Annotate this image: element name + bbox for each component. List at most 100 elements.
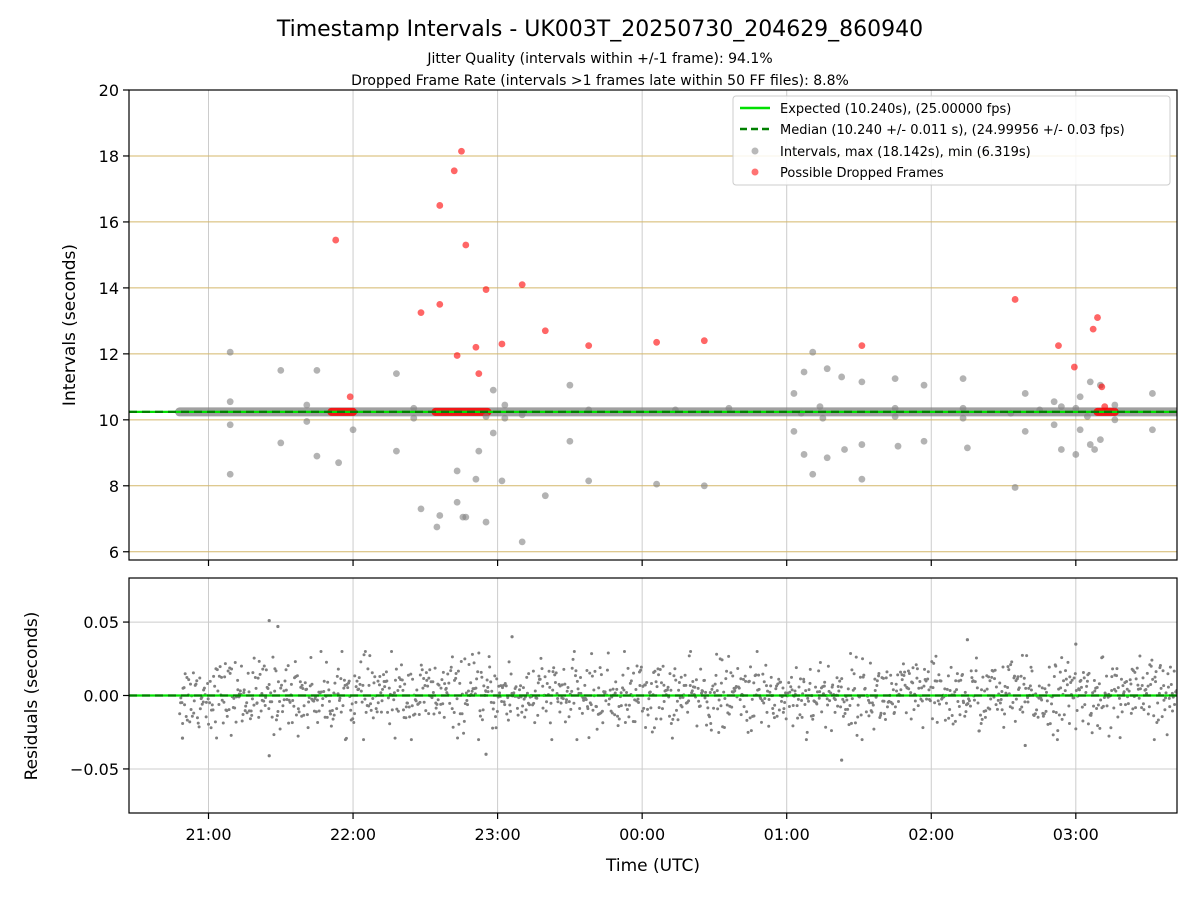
residual-point-421: [478, 709, 482, 713]
residual-point-1262: [1077, 688, 1081, 692]
residual-point-1291: [1098, 726, 1102, 730]
residual-point-1030: [912, 708, 916, 712]
residual-point-568: [583, 683, 587, 687]
residual-outlier-5: [965, 638, 970, 642]
residual-point-1383: [1164, 696, 1168, 700]
interval-point-18: [436, 512, 444, 519]
residual-point-525: [552, 666, 556, 670]
residual-point-818: [761, 672, 765, 676]
residual-point-976: [873, 689, 877, 693]
interval-point-38: [585, 477, 593, 485]
residual-point-507: [539, 656, 543, 660]
residual-point-1171: [1013, 674, 1017, 678]
residual-point-339: [419, 663, 423, 667]
residual-point-518: [547, 669, 551, 673]
residual-point-393: [458, 681, 462, 685]
residual-point-949: [854, 655, 858, 659]
residual-point-119: [262, 664, 266, 668]
residual-point-975: [873, 677, 877, 681]
residual-point-87: [239, 664, 243, 668]
residual-point-771: [727, 712, 731, 716]
residual-point-129: [270, 700, 274, 704]
residual-point-60: [220, 698, 224, 702]
residual-point-829: [769, 684, 773, 688]
residual-point-228: [340, 649, 344, 653]
residual-point-1377: [1159, 686, 1163, 690]
residual-point-1115: [972, 698, 976, 702]
residual-point-316: [403, 682, 407, 686]
residual-point-1395: [1172, 669, 1176, 673]
residual-point-1038: [918, 679, 922, 683]
residual-point-706: [681, 695, 685, 699]
residual-point-719: [690, 689, 694, 693]
residual-point-1282: [1092, 704, 1096, 708]
residual-point-356: [431, 691, 435, 694]
residual-point-914: [829, 729, 833, 733]
residual-point-1055: [930, 660, 934, 664]
residual-point-697: [674, 708, 678, 712]
residual-point-272: [371, 716, 375, 720]
residual-point-678: [661, 664, 665, 668]
interval-point-34: [541, 492, 549, 500]
residual-point-343: [422, 700, 426, 704]
residual-point-332: [414, 699, 418, 703]
interval-point-35: [566, 381, 574, 389]
residual-point-869: [797, 685, 801, 689]
residual-point-1029: [911, 666, 915, 670]
interval-point-78: [1072, 404, 1080, 412]
residual-point-680: [662, 699, 666, 703]
residual-point-1388: [1167, 696, 1171, 700]
interval-point-29: [498, 477, 506, 485]
interval-point-4: [277, 366, 285, 374]
residual-point-404: [466, 703, 470, 707]
residual-point-78: [233, 660, 237, 664]
residual-point-318: [404, 705, 408, 709]
residual-point-594: [601, 721, 605, 725]
dropped-point-16: [653, 338, 661, 346]
residual-point-1053: [928, 699, 932, 703]
intervals-ytick-label-1: 8: [109, 477, 119, 496]
residual-point-277: [375, 710, 379, 714]
residual-point-1351: [1141, 676, 1145, 680]
residual-point-209: [327, 688, 331, 692]
residual-point-96: [246, 671, 250, 675]
residual-point-1350: [1140, 683, 1144, 687]
residual-point-575: [588, 671, 592, 675]
residual-point-199: [319, 690, 323, 694]
residual-point-368: [440, 678, 444, 682]
residual-point-379: [448, 701, 452, 705]
residual-point-529: [555, 691, 559, 695]
intervals-plot-frame: [128, 89, 1178, 561]
interval-point-60: [891, 404, 899, 412]
residual-point-213: [329, 724, 333, 728]
residual-point-1188: [1025, 654, 1029, 658]
interval-point-3: [226, 470, 234, 478]
residual-point-881: [806, 696, 810, 700]
residual-point-361: [435, 702, 439, 706]
residual-point-1356: [1145, 691, 1149, 695]
residual-point-926: [838, 679, 842, 683]
residual-point-640: [634, 688, 638, 692]
residual-point-1162: [1006, 665, 1010, 669]
residual-point-1346: [1137, 696, 1141, 700]
residual-point-527: [553, 681, 557, 685]
interval-point-20: [453, 498, 461, 506]
residual-point-1179: [1018, 708, 1022, 712]
residual-point-64: [223, 662, 227, 666]
residual-point-271: [371, 696, 375, 700]
residual-point-1380: [1162, 684, 1166, 688]
residual-point-28: [198, 676, 202, 680]
residual-point-432: [486, 685, 490, 689]
interval-point-72: [1021, 427, 1029, 435]
residual-point-1150: [998, 681, 1002, 685]
residual-point-991: [884, 676, 888, 680]
residual-point-716: [688, 684, 692, 688]
residual-point-35: [202, 686, 206, 690]
residual-point-946: [852, 672, 856, 676]
residual-point-679: [662, 683, 666, 687]
residual-point-590: [598, 666, 602, 670]
residual-point-1316: [1116, 715, 1120, 719]
residual-point-1329: [1125, 687, 1129, 691]
residual-point-63: [223, 675, 227, 679]
residual-point-1017: [903, 670, 907, 674]
